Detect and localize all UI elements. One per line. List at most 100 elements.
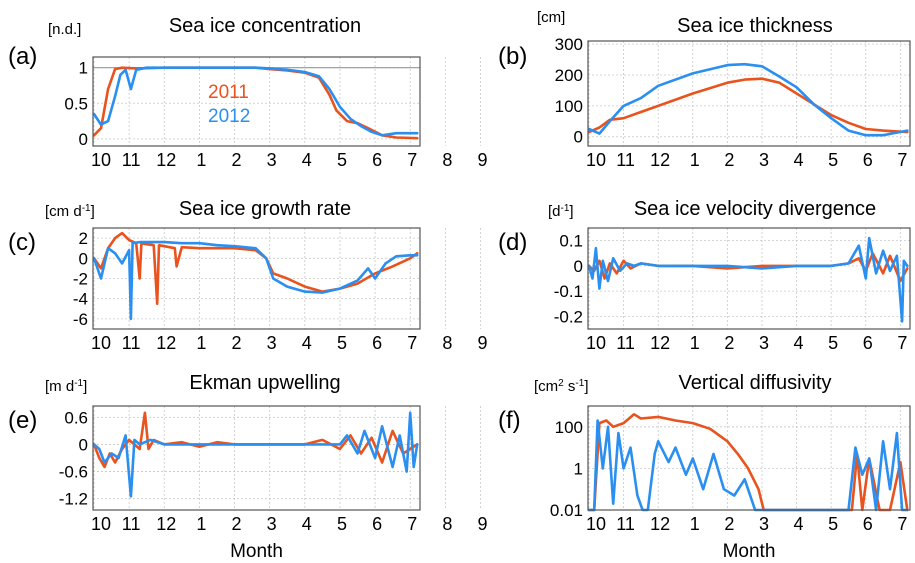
unit-label: [cm] xyxy=(537,9,565,26)
x-tick-label: 4 xyxy=(794,333,804,353)
plot-frame xyxy=(587,227,911,330)
x-tick-label: 6 xyxy=(863,514,873,534)
y-tick-label: -1.2 xyxy=(59,490,88,509)
x-tick-label: 10 xyxy=(91,150,111,170)
x-tick-label: 7 xyxy=(407,514,417,534)
plot-frame xyxy=(92,227,421,330)
x-tick-label: 12 xyxy=(156,333,176,353)
plot-area xyxy=(588,41,910,146)
x-tick-label: 3 xyxy=(759,333,769,353)
unit-label: [cm d-1] xyxy=(45,203,95,221)
x-tick-label: 10 xyxy=(586,514,606,534)
legend-entry-2011: 2011 xyxy=(208,82,249,103)
series-line-2011 xyxy=(587,412,909,512)
x-tick-label: 12 xyxy=(156,150,176,170)
y-tick-label: -0.1 xyxy=(554,282,583,301)
x-tick-label: 9 xyxy=(477,150,487,170)
y-tick-label: 0.5 xyxy=(64,94,88,113)
x-tick-label: 4 xyxy=(302,514,312,534)
y-tick-label: -6 xyxy=(73,310,88,329)
x-tick-label: 8 xyxy=(442,514,452,534)
x-tick-label: 1 xyxy=(690,333,700,353)
panel-b: 3002001000101112123456789(b)[cm]Sea ice … xyxy=(498,9,911,170)
y-tick-label: -0.2 xyxy=(554,307,583,326)
x-tick-label: 4 xyxy=(302,150,312,170)
panel-label: (c) xyxy=(8,229,36,256)
series-line-2011 xyxy=(587,77,909,134)
x-tick-label: 4 xyxy=(794,150,804,170)
plot-frame xyxy=(92,56,421,147)
x-tick-label: 10 xyxy=(91,333,111,353)
x-tick-label: 1 xyxy=(196,333,206,353)
series-line-2012 xyxy=(587,236,909,323)
series-line-2011 xyxy=(587,252,909,283)
panel-label: (e) xyxy=(8,407,37,434)
x-tick-label: 10 xyxy=(586,150,606,170)
y-tick-label: -2 xyxy=(73,270,88,289)
x-tick-label: 10 xyxy=(586,333,606,353)
x-tick-label: 7 xyxy=(897,150,907,170)
x-tick-label: 4 xyxy=(302,333,312,353)
y-tick-label: 0.6 xyxy=(64,408,88,427)
x-tick-label: 2 xyxy=(232,150,242,170)
x-axis-label: Month xyxy=(723,541,776,562)
x-tick-label: 2 xyxy=(232,514,242,534)
x-tick-label: 7 xyxy=(897,514,907,534)
panel-title: Sea ice thickness xyxy=(677,15,833,37)
x-tick-label: 5 xyxy=(337,514,347,534)
x-tick-label: 11 xyxy=(616,333,635,353)
y-tick-label: -4 xyxy=(73,290,88,309)
y-tick-label: 1 xyxy=(79,59,88,78)
x-tick-label: 8 xyxy=(442,150,452,170)
x-tick-label: 12 xyxy=(650,514,670,534)
panel-c: 20-2-4-610 11 12 1 2 3 4 5 6 7 8 9(c)[cm d-1] Sea ic… xyxy=(8,198,487,353)
unit-label: [cm2 s-1] xyxy=(534,378,588,396)
x-tick-label: 12 xyxy=(650,333,670,353)
x-tick-label: 1 xyxy=(690,150,700,170)
x-tick-label: 10 xyxy=(91,514,111,534)
x-tick-label: 6 xyxy=(863,333,873,353)
x-tick-label: 11 xyxy=(616,514,635,534)
y-tick-label: -0.6 xyxy=(59,463,88,482)
x-tick-label: 5 xyxy=(337,333,347,353)
x-tick-label: 5 xyxy=(828,150,838,170)
panel-label: (d) xyxy=(498,229,527,256)
series-line-2012 xyxy=(92,66,419,137)
x-tick-label: 8 xyxy=(442,333,452,353)
x-tick-label: 9 xyxy=(477,514,487,534)
y-tick-label: 2 xyxy=(79,229,88,248)
x-tick-label: 11 xyxy=(122,514,141,534)
y-tick-label: 0 xyxy=(79,130,88,149)
y-tick-label: 0 xyxy=(574,128,583,147)
plot-frame xyxy=(587,40,911,147)
x-tick-label: 7 xyxy=(407,333,417,353)
x-tick-label: 12 xyxy=(650,150,670,170)
x-tick-label: 5 xyxy=(828,333,838,353)
x-tick-label: 3 xyxy=(267,333,277,353)
y-tick-label: 1 xyxy=(574,459,583,478)
x-tick-label: 3 xyxy=(267,514,277,534)
x-tick-label: 2 xyxy=(724,150,734,170)
x-tick-label: 12 xyxy=(156,514,176,534)
x-tick-label: 7 xyxy=(407,150,417,170)
y-tick-label: 200 xyxy=(555,66,583,85)
plot-area xyxy=(93,406,420,510)
panel-title: Sea ice velocity divergence xyxy=(634,198,876,220)
panel-title: Vertical diffusivity xyxy=(678,372,831,394)
x-tick-label: 5 xyxy=(828,514,838,534)
x-tick-label: 1 xyxy=(196,514,206,534)
x-tick-label: 6 xyxy=(372,150,382,170)
legend-entry-2012: 2012 xyxy=(208,106,250,127)
series-line-2012 xyxy=(587,419,909,512)
plot-area xyxy=(93,57,420,146)
x-tick-label: 5 xyxy=(337,150,347,170)
unit-label: [n.d.] xyxy=(48,21,81,38)
x-tick-label: 4 xyxy=(794,514,804,534)
x-tick-label: 11 xyxy=(122,333,141,353)
x-tick-label: 6 xyxy=(372,514,382,534)
x-tick-label: 2 xyxy=(724,514,734,534)
